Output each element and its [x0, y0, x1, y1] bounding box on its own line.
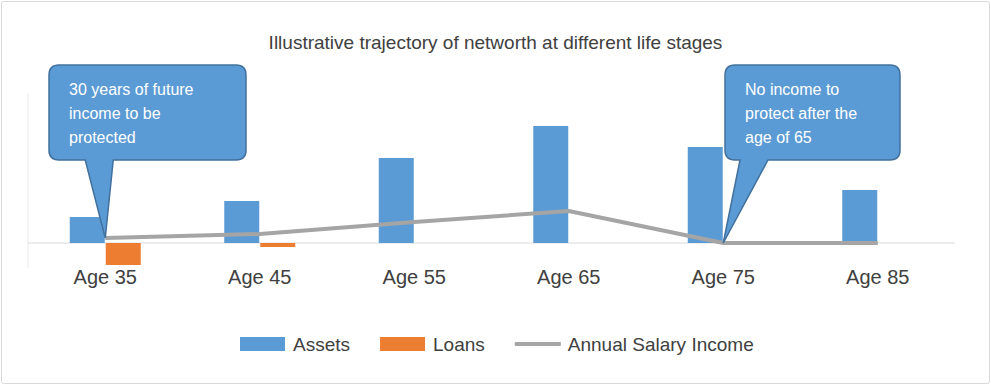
legend-swatch: [240, 337, 285, 351]
chart-title: Illustrative trajectory of networth at d…: [269, 32, 723, 53]
callout-text: 30 years of future: [69, 81, 194, 98]
legend-swatch: [380, 337, 425, 351]
bar: [260, 243, 295, 247]
line: [105, 211, 878, 243]
y-axis-line: [28, 93, 29, 268]
chart-svg: Illustrative trajectory of networth at d…: [0, 0, 991, 387]
category-label: Age 35: [74, 266, 137, 288]
bar: [106, 243, 141, 265]
chart-container: Illustrative trajectory of networth at d…: [0, 0, 991, 387]
legend-label: Assets: [293, 334, 350, 355]
callout-shape: [49, 65, 246, 238]
callout-text: No income to: [745, 81, 839, 98]
bar: [688, 147, 723, 243]
legend-label: Loans: [433, 334, 485, 355]
legend-label: Annual Salary Income: [568, 334, 754, 355]
bar: [842, 190, 877, 243]
category-label: Age 45: [228, 266, 291, 288]
chart-frame: [2, 2, 990, 384]
bar: [415, 243, 450, 244]
bar: [878, 243, 913, 244]
category-label: Age 55: [383, 266, 446, 288]
bar: [533, 126, 568, 243]
callout-text: protect after the: [745, 105, 857, 122]
callout-text: protected: [69, 129, 136, 146]
legend-swatch: [515, 342, 561, 346]
callout-text: age of 65: [745, 129, 812, 146]
bar: [70, 217, 105, 243]
category-label: Age 65: [537, 266, 600, 288]
bar: [379, 158, 414, 243]
callout-shape: [723, 65, 900, 243]
category-label: Age 85: [846, 266, 909, 288]
category-label: Age 75: [692, 266, 755, 288]
bar: [569, 243, 604, 244]
callout-text: income to be: [69, 105, 161, 122]
